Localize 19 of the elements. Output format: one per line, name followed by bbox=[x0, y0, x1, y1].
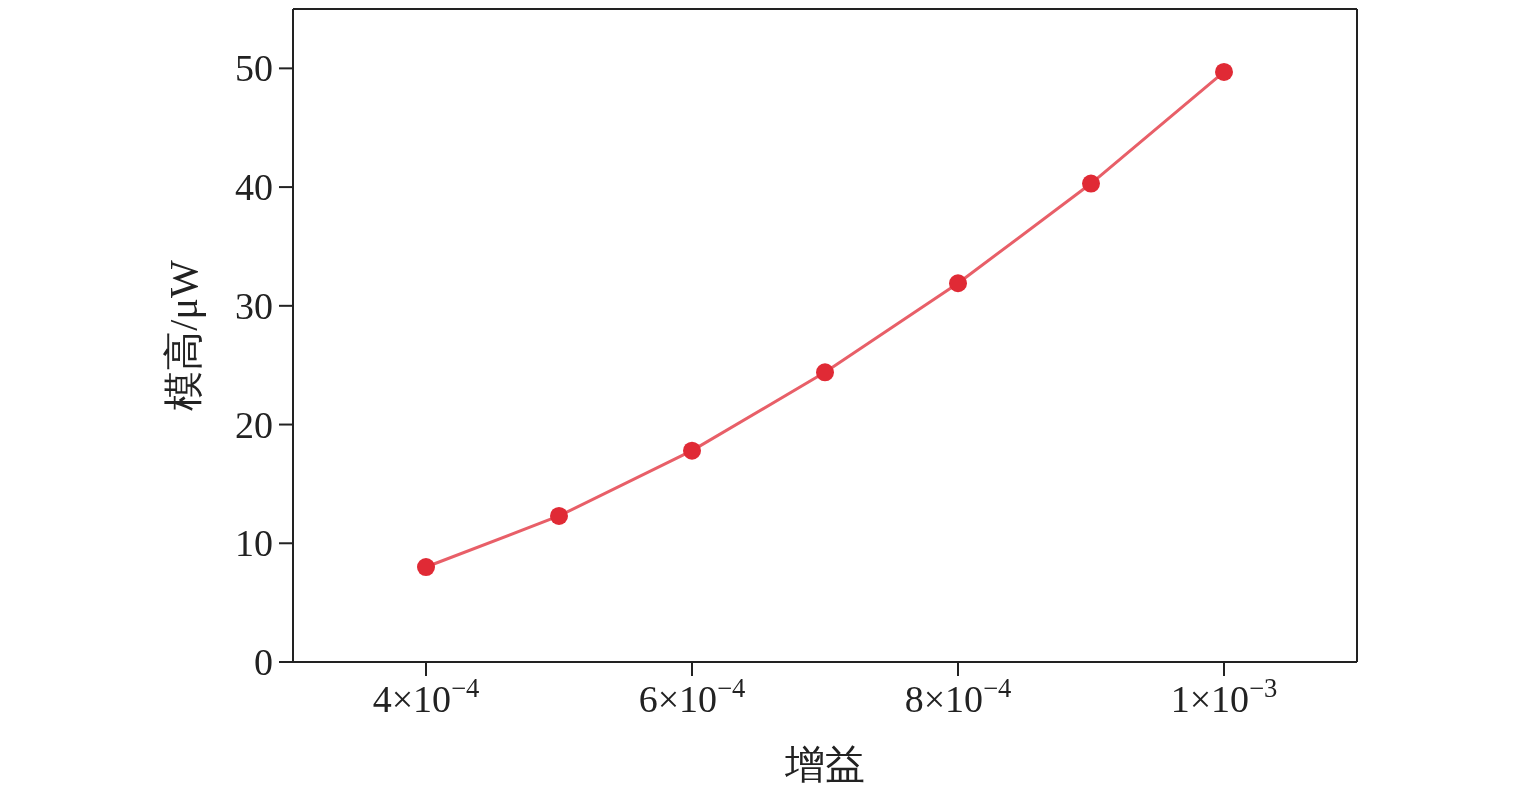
y-tick-label: 50 bbox=[235, 47, 273, 90]
y-axis-title: 模高/μW bbox=[161, 260, 207, 411]
point bbox=[683, 441, 701, 460]
x-tick-label: 6×10$^{−4}$ bbox=[638, 673, 746, 720]
y-tick-label: 30 bbox=[235, 284, 273, 327]
y-tick-label: 0 bbox=[254, 641, 273, 683]
point bbox=[949, 274, 967, 293]
point bbox=[417, 558, 435, 577]
y-tick-label: 20 bbox=[235, 403, 273, 446]
y-tick-label: 10 bbox=[235, 522, 273, 565]
y-tick-label: 40 bbox=[235, 166, 273, 209]
point bbox=[550, 506, 568, 525]
point bbox=[1215, 62, 1233, 81]
point bbox=[1082, 174, 1100, 193]
x-tick-label: 1×10$^{−3}$ bbox=[1170, 673, 1278, 720]
x-axis-title: 增益 bbox=[784, 742, 865, 787]
x-tick-label: 4×10$^{−4}$ bbox=[372, 673, 480, 720]
x-tick-label: 8×10$^{−4}$ bbox=[904, 673, 1012, 720]
point bbox=[816, 363, 834, 382]
